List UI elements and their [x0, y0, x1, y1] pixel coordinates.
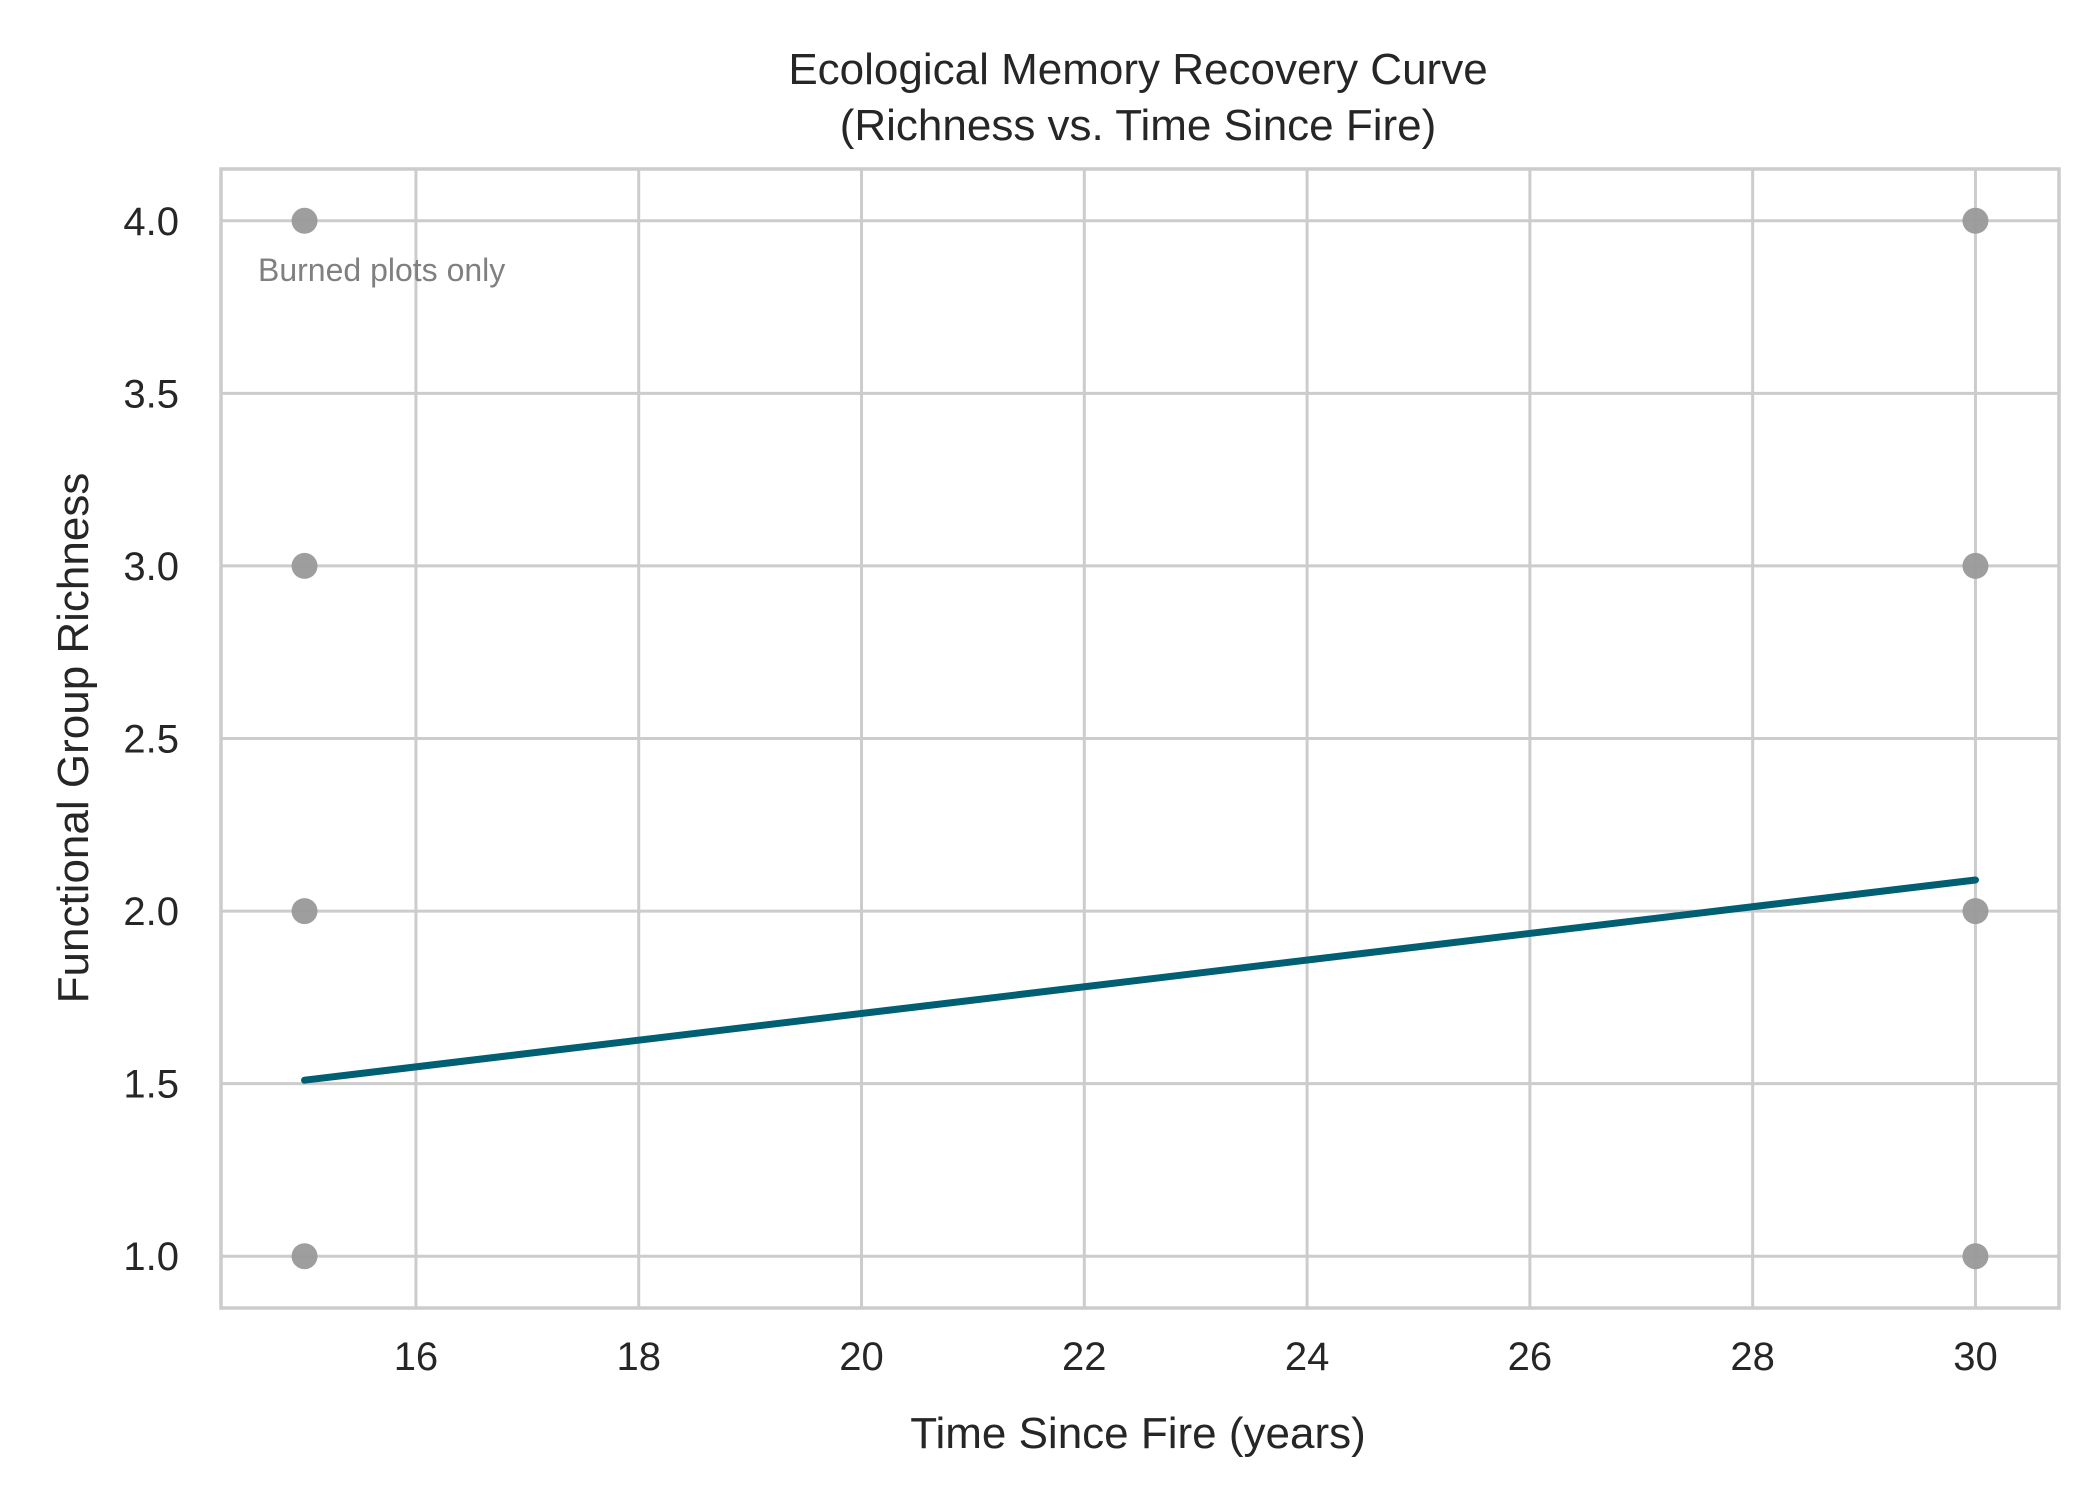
x-tick-label: 26	[1508, 1335, 1553, 1379]
chart-title: Ecological Memory Recovery Curve	[788, 45, 1487, 94]
scatter-point	[1962, 898, 1989, 925]
y-tick-label: 1.0	[123, 1235, 179, 1279]
x-tick-label: 30	[1953, 1335, 1998, 1379]
y-tick-labels: 1.0 1.5 2.0 2.5 3.0 3.5 4.0	[123, 200, 179, 1279]
scatter-point	[1962, 552, 1989, 579]
x-tick-label: 16	[394, 1335, 439, 1379]
x-tick-label: 20	[839, 1335, 884, 1379]
data-points	[291, 207, 1989, 1270]
regression-line	[301, 876, 1979, 1084]
x-tick-label: 28	[1730, 1335, 1775, 1379]
scatter-point	[291, 207, 318, 234]
y-tick-label: 4.0	[123, 200, 179, 244]
grid-lines	[221, 169, 2059, 1308]
y-tick-label: 1.5	[123, 1063, 179, 1107]
annotation-burned-plots: Burned plots only	[258, 252, 505, 288]
chart-subtitle: (Richness vs. Time Since Fire)	[840, 101, 1437, 150]
scatter-point	[1962, 1243, 1989, 1270]
x-tick-label: 24	[1285, 1335, 1330, 1379]
x-tick-label: 22	[1062, 1335, 1107, 1379]
x-tick-label: 18	[616, 1335, 661, 1379]
x-tick-labels: 16 18 20 22 24 26 28 30	[394, 1335, 1998, 1379]
scatter-point	[291, 552, 318, 579]
y-tick-label: 2.0	[123, 890, 179, 934]
scatter-point	[291, 898, 318, 925]
y-axis-label: Functional Group Richness	[49, 473, 98, 1004]
trend-line-layer	[301, 876, 1979, 1084]
scatter-point	[1962, 207, 1989, 234]
scatter-point	[291, 1243, 318, 1270]
y-tick-label: 3.5	[123, 372, 179, 416]
plot-frame	[219, 167, 2061, 1310]
y-tick-label: 2.5	[123, 718, 179, 762]
y-tick-label: 3.0	[123, 545, 179, 589]
x-axis-label: Time Since Fire (years)	[910, 1409, 1366, 1458]
